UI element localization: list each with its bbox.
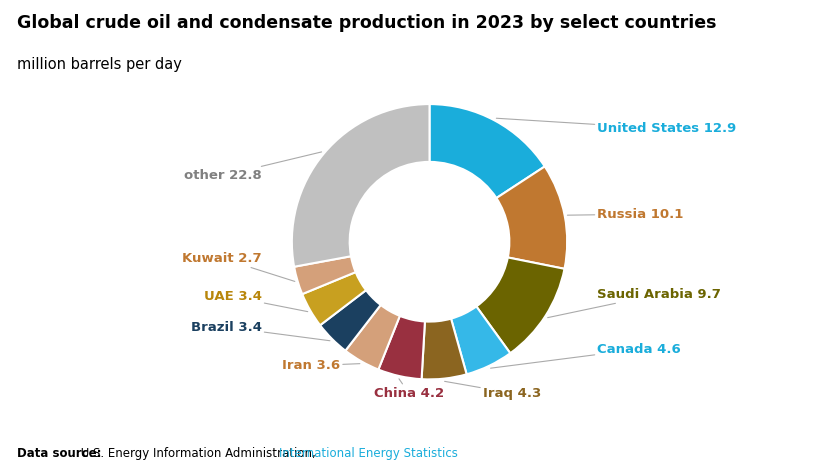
Wedge shape [345, 305, 400, 370]
Text: Global crude oil and condensate production in 2023 by select countries: Global crude oil and condensate producti… [17, 14, 716, 32]
Wedge shape [430, 104, 545, 198]
Wedge shape [421, 319, 467, 379]
Wedge shape [477, 257, 564, 353]
Text: International Energy Statistics: International Energy Statistics [279, 447, 458, 460]
Wedge shape [302, 272, 366, 325]
Wedge shape [292, 104, 430, 267]
Text: Kuwait 2.7: Kuwait 2.7 [182, 252, 295, 282]
Text: United States 12.9: United States 12.9 [496, 118, 737, 136]
Text: Data source:: Data source: [17, 447, 101, 460]
Wedge shape [496, 166, 567, 269]
Text: China 4.2: China 4.2 [374, 379, 444, 400]
Text: Canada 4.6: Canada 4.6 [491, 343, 681, 368]
Text: Iran 3.6: Iran 3.6 [282, 359, 360, 372]
Wedge shape [320, 290, 381, 351]
Text: Russia 10.1: Russia 10.1 [567, 208, 684, 221]
Text: Saudi Arabia 9.7: Saudi Arabia 9.7 [548, 288, 721, 318]
Text: Iraq 4.3: Iraq 4.3 [444, 382, 541, 400]
Wedge shape [378, 316, 425, 379]
Wedge shape [294, 256, 356, 294]
Wedge shape [451, 306, 510, 374]
Text: million barrels per day: million barrels per day [17, 57, 182, 72]
Text: Brazil 3.4: Brazil 3.4 [191, 320, 330, 341]
Text: other 22.8: other 22.8 [184, 152, 321, 182]
Text: UAE 3.4: UAE 3.4 [203, 290, 308, 311]
Text: U.S. Energy Information Administration,: U.S. Energy Information Administration, [77, 447, 320, 460]
